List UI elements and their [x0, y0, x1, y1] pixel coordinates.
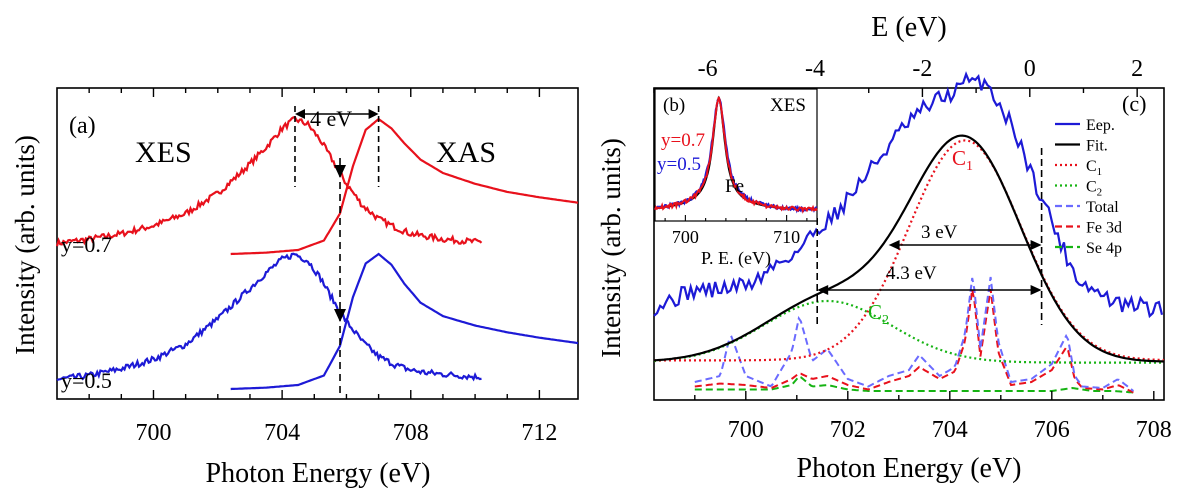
panel-a: 700 704 708 712 (a) XES XAS 4 eV y=0.7 y=0.…: [10, 87, 579, 488]
dos-total: [694, 276, 1135, 392]
c-xtick-label: 706: [1034, 417, 1070, 443]
panel-a-curves: [55, 116, 579, 391]
legend-label: Se 4p: [1086, 240, 1122, 257]
gap-arrowhead-right: [368, 109, 379, 119]
panel-a-ticks: 700 704 708 712: [88, 88, 557, 446]
panel-a-xlabel: Photon Energy (eV): [206, 458, 431, 488]
panel-b-xlabel: P. E. (eV): [701, 248, 771, 269]
xes-label: XES: [135, 136, 192, 169]
c-xtick-label: 700: [728, 417, 764, 443]
gap-label: 4 eV: [310, 106, 352, 131]
panel-b-y05: y=0.5: [657, 154, 701, 175]
panel-c-letter: (c): [1122, 91, 1146, 116]
panel-c-frame: [653, 87, 1165, 401]
b-xtick-label: 700: [672, 227, 699, 247]
c-xtick-label: 708: [1136, 417, 1172, 443]
panel-a-ylabel: Intensity (arb. units): [10, 135, 40, 355]
curve-c2: [653, 299, 1164, 364]
series-label-y05: y=0.5: [61, 368, 112, 393]
panel-b-letter: (b): [663, 95, 685, 116]
legend-label: Fit.: [1086, 138, 1108, 155]
dos-fe-3d: [694, 288, 1134, 394]
c-top-xtick-label: -4: [805, 56, 825, 82]
curve-xas-y05: [230, 252, 579, 391]
curve-xas-y07: [230, 117, 579, 256]
panel-c-curves: [653, 71, 1165, 394]
panel-b-y07: y=0.7: [661, 130, 705, 151]
curve-xes-y07: [55, 116, 483, 247]
panel-a-annotations: [294, 106, 380, 398]
curve-c1: [654, 139, 1165, 362]
panel-b-frame: [654, 88, 818, 222]
c-top-xtick-label: -2: [912, 56, 932, 82]
legend-label: Total: [1086, 199, 1119, 216]
c-top-xtick-label: -6: [698, 56, 718, 82]
xas-label: XAS: [436, 136, 496, 169]
panel-c-annotations: [816, 148, 1043, 325]
c-xtick-label: 702: [830, 417, 866, 443]
curve-xes-y05: [56, 252, 482, 382]
c1-label: C1: [952, 146, 973, 174]
legend-label: C1: [1086, 158, 1102, 178]
gap-3ev-arrow-head-left: [888, 240, 900, 250]
a-xtick-label: 700: [135, 420, 171, 446]
c-top-xtick-label: 0: [1024, 56, 1036, 82]
a-xtick-label: 712: [521, 420, 557, 446]
gap-4p3ev-arrow-head-right: [1030, 285, 1042, 295]
panel-b-ticks: 700 710: [664, 215, 808, 247]
panel-c-ylabel: Intensity (arb. units): [596, 138, 626, 358]
gap-3ev-arrow-head-right: [1030, 240, 1042, 250]
legend-label: Eep.: [1086, 117, 1115, 134]
gap-arrowhead-left: [294, 109, 305, 119]
panel-b-inset: 700 710 (b) XES y=0.7 y=0.5 Fe P. E. (eV): [654, 88, 818, 269]
dos-se-4p: [694, 375, 1134, 394]
c-top-xtick-label: 2: [1131, 56, 1143, 82]
panel-b-title: XES: [770, 95, 806, 116]
panel-c-xlabel: Photon Energy (eV): [797, 453, 1022, 484]
c2-label: C2: [868, 300, 889, 328]
crossing-arrowhead-upper: [334, 165, 347, 178]
legend-label: Fe 3d: [1086, 220, 1122, 237]
b-xtick-label: 710: [773, 227, 800, 247]
gap-4p3ev-arrow-head-left: [817, 285, 829, 295]
panel-b-element: Fe: [725, 176, 744, 197]
c-xtick-label: 704: [932, 417, 968, 443]
panel-b-curves: [654, 95, 818, 214]
panel-a-letter: (a): [69, 113, 96, 139]
series-label-y07: y=0.7: [61, 232, 112, 257]
inset-curve-y07: [654, 96, 818, 214]
gap-3ev-label: 3 eV: [921, 222, 958, 243]
curve-fit: [653, 134, 1165, 363]
panel-c-ticks: 700 702 704 706 708 -6 -4 -2 0 2: [653, 56, 1172, 443]
a-xtick-label: 708: [393, 420, 429, 446]
panel-c-top-xlabel: E (eV): [871, 12, 946, 43]
crossing-arrowhead-lower: [334, 309, 347, 322]
gap-4p3ev-label: 4.3 eV: [886, 263, 937, 284]
legend-label: C2: [1086, 179, 1102, 199]
curve-experiment: [653, 71, 1164, 319]
a-xtick-label: 704: [264, 420, 300, 446]
panel-c: 700 702 704 706 708 -6 -4 -2 0 2 (c) C1 C2 3 eV 4…: [596, 12, 1172, 484]
